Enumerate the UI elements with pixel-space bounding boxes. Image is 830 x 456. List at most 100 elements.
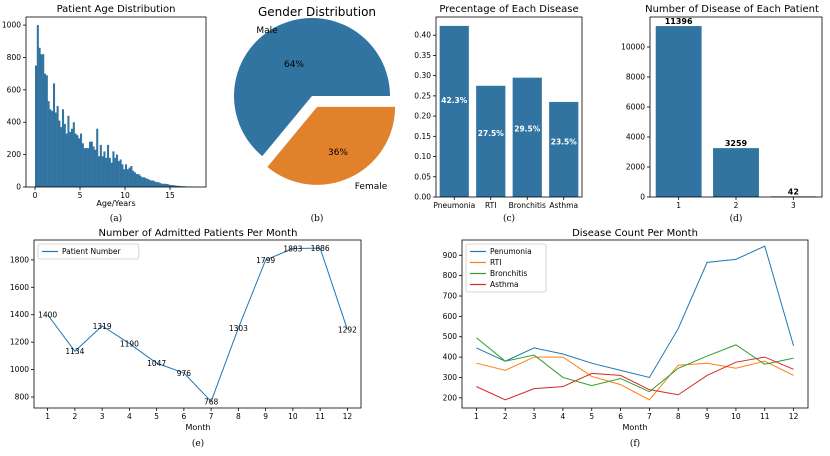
disease-month-xlabel: Month xyxy=(622,423,647,432)
bar xyxy=(655,26,702,198)
disease-month-series xyxy=(476,245,795,401)
point-value-label: 1292 xyxy=(338,326,357,335)
line-xtick-label: 4 xyxy=(127,412,132,421)
line-ytick-label: 800 xyxy=(15,393,30,402)
age-histogram-bar xyxy=(87,148,90,187)
point-value-label: 1799 xyxy=(256,256,275,265)
bar-ytick-label: 0.20 xyxy=(414,112,431,121)
disease-pct-bars xyxy=(439,25,579,197)
age-histogram-bar xyxy=(62,109,65,187)
age-histogram-xtick-label: 0 xyxy=(33,191,38,200)
bar-xtick-label: 1 xyxy=(676,201,681,210)
line-xtick-label: 7 xyxy=(647,412,652,421)
line-xtick-label: 8 xyxy=(236,412,241,421)
point-value-label: 1319 xyxy=(93,322,112,331)
age-histogram-bar xyxy=(132,170,135,187)
line-ytick-label: 600 xyxy=(443,312,458,321)
age-histogram-bar xyxy=(74,133,77,187)
line-xtick-label: 5 xyxy=(589,412,594,421)
age-histogram-bar xyxy=(96,128,99,187)
age-histogram-bar xyxy=(45,75,48,187)
age-histogram-bar xyxy=(139,175,142,187)
bar xyxy=(476,85,506,197)
line-ytick-label: 1000 xyxy=(10,365,29,374)
age-histogram-bar xyxy=(130,165,133,187)
age-histogram-title: Patient Age Distribution xyxy=(57,4,176,15)
line-ytick-label: 300 xyxy=(443,373,458,382)
age-histogram-bar xyxy=(164,183,167,187)
line-ytick-label: 200 xyxy=(443,393,458,402)
age-histogram-bar xyxy=(35,65,38,187)
bar-ytick-label: 10000 xyxy=(621,43,645,52)
disease-month-title: Disease Count Per Month xyxy=(572,228,698,239)
bar-ytick-label: 4000 xyxy=(626,133,645,142)
legend-label: Patient Number xyxy=(62,247,122,256)
bar-value-label: 42 xyxy=(788,187,799,196)
age-histogram-bar xyxy=(116,154,119,187)
caption-a: (a) xyxy=(110,213,122,224)
point-value-label: 976 xyxy=(177,369,192,378)
bar-xtick-label: 2 xyxy=(734,201,739,210)
line-ytick-label: 400 xyxy=(443,353,458,362)
pie-slice-female xyxy=(267,106,396,185)
age-histogram-bar xyxy=(125,164,128,187)
disease-count-bars xyxy=(655,26,817,198)
line-ytick-label: 800 xyxy=(443,271,458,280)
bar-value-label: 29.5% xyxy=(514,124,541,133)
age-histogram-ytick-label: 400 xyxy=(7,118,22,127)
line-xtick-label: 1 xyxy=(45,412,50,421)
age-histogram-bar xyxy=(94,149,97,187)
bar-ytick-label: 0.30 xyxy=(414,71,431,80)
age-histogram-bar xyxy=(60,127,63,187)
pie-label-female: Female xyxy=(355,182,388,192)
age-histogram-bar xyxy=(134,172,137,187)
bar-ytick-label: 0.35 xyxy=(414,51,431,60)
age-histogram-bar xyxy=(36,25,39,187)
bar-value-label: 3259 xyxy=(725,139,748,148)
age-histogram-bar xyxy=(101,156,104,187)
age-histogram-ytick-label: 200 xyxy=(7,150,22,159)
point-value-label: 1400 xyxy=(38,311,57,320)
legend-label: Penumonia xyxy=(490,247,532,256)
line-ytick-label: 1400 xyxy=(10,310,29,319)
line-xtick-label: 8 xyxy=(676,412,681,421)
caption-d: (d) xyxy=(730,213,743,224)
admissions-line-xlabel: Month xyxy=(185,423,210,432)
line-ytick-label: 1800 xyxy=(10,255,29,264)
age-histogram-bar xyxy=(72,122,75,187)
bar-value-label: 11396 xyxy=(665,17,693,26)
line-ytick-label: 500 xyxy=(443,332,458,341)
caption-f: (f) xyxy=(630,438,640,449)
series-line-bronchitis xyxy=(476,337,794,393)
bar-value-label: 23.5% xyxy=(551,138,578,147)
age-histogram-bar xyxy=(85,148,88,187)
legend-label: Asthma xyxy=(490,280,519,289)
bar-value-label: 42.3% xyxy=(441,96,468,105)
disease-pct-axes xyxy=(435,16,583,198)
line-xtick-label: 10 xyxy=(288,412,298,421)
age-histogram-bar xyxy=(78,138,81,187)
age-histogram-bar xyxy=(170,185,173,187)
bar-ytick-label: 0.15 xyxy=(414,132,431,141)
age-histogram-bar xyxy=(168,184,171,187)
disease-month-panel: Disease Count Per Month 1 2 3 4 5 6 7 8 9 10 11 122… xyxy=(443,228,809,449)
line-xtick-label: 6 xyxy=(181,412,186,421)
age-histogram-ytick-label: 800 xyxy=(7,53,22,62)
line-ytick-label: 1600 xyxy=(10,283,29,292)
age-histogram-bar xyxy=(67,115,70,187)
age-histogram-bar xyxy=(56,106,59,187)
age-histogram-bar xyxy=(121,164,124,187)
pie-pct-female: 36% xyxy=(328,148,348,158)
age-histogram-bar xyxy=(54,112,57,187)
age-histogram-bar xyxy=(119,159,122,187)
line-xtick-label: 2 xyxy=(72,412,77,421)
bar-xtick-label: Pneumonia xyxy=(433,201,475,210)
bar xyxy=(512,77,542,197)
legend-box xyxy=(465,243,547,293)
age-histogram-bar xyxy=(166,184,169,187)
age-histogram-bar xyxy=(152,180,155,187)
age-histogram-bar xyxy=(58,120,61,187)
age-histogram-bar xyxy=(143,177,146,187)
age-histogram-bar xyxy=(177,185,180,187)
age-histogram-bar xyxy=(98,156,101,187)
